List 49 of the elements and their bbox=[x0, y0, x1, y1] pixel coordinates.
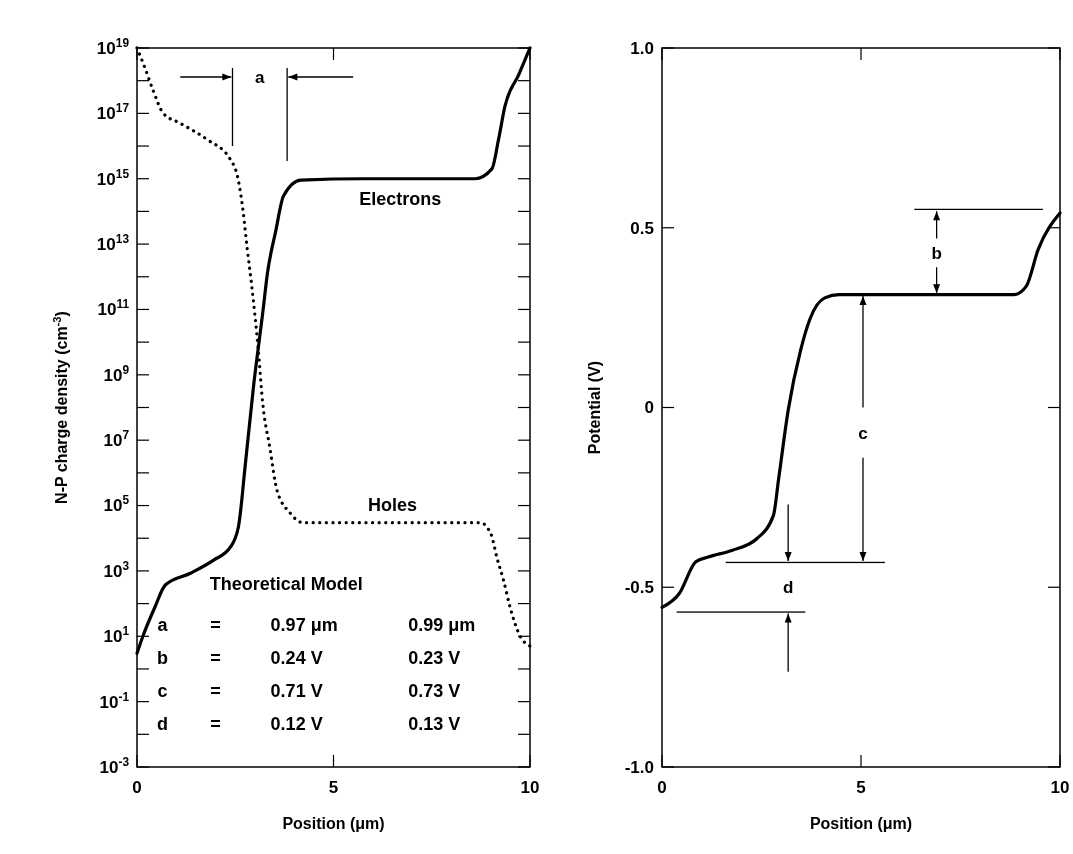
annotation: 0.23 V bbox=[408, 648, 461, 668]
x-tick-label: 10 bbox=[1050, 778, 1070, 797]
x-tick-label: 5 bbox=[856, 778, 866, 797]
annotation: a bbox=[157, 615, 169, 635]
annotation: b bbox=[157, 648, 169, 668]
annotation: c bbox=[157, 681, 168, 701]
annotation: 0.71 V bbox=[270, 681, 323, 701]
annotation: = bbox=[210, 648, 221, 668]
annotation: = bbox=[210, 615, 221, 635]
annotation: d bbox=[157, 714, 169, 734]
y-tick-label: 10$^{-1}$ bbox=[99, 689, 130, 712]
annotation: = bbox=[210, 681, 221, 701]
x-tick-label: 0 bbox=[132, 778, 142, 797]
annotation: 0.99 μm bbox=[408, 615, 476, 635]
x-tick-label: 10 bbox=[520, 778, 540, 797]
y-tick-label: 0.5 bbox=[630, 218, 654, 238]
y-tick-label: 1.0 bbox=[630, 38, 654, 58]
y-tick-label: 10$^{1}$ bbox=[103, 624, 130, 647]
annotation: Theoretical Model bbox=[209, 574, 363, 594]
annotation: = bbox=[210, 714, 221, 734]
y-tick-label: 10$^{5}$ bbox=[103, 493, 130, 516]
series-label: Electrons bbox=[359, 188, 442, 209]
y-tick-label: 10$^{3}$ bbox=[103, 558, 130, 581]
y-tick-label: -1.0 bbox=[624, 757, 654, 777]
y-tick-label: 10$^{7}$ bbox=[103, 428, 130, 451]
y-tick-label: 10$^{13}$ bbox=[96, 232, 130, 255]
y-tick-label: 10$^{17}$ bbox=[96, 101, 130, 124]
annotation: 0.24 V bbox=[270, 648, 323, 668]
annotation: c bbox=[858, 423, 868, 443]
x-axis-title: Position (μm) bbox=[282, 815, 385, 832]
y-tick-label: 10$^{-3}$ bbox=[99, 754, 130, 777]
y-tick-label: 10$^{15}$ bbox=[96, 166, 130, 189]
x-tick-label: 0 bbox=[657, 778, 667, 797]
annotation: 0.13 V bbox=[408, 714, 461, 734]
annotation: a bbox=[254, 68, 265, 87]
y-tick-label: 10$^{11}$ bbox=[97, 297, 130, 320]
y-tick-label: 10$^{19}$ bbox=[96, 35, 130, 58]
annotation: d bbox=[782, 578, 794, 598]
y-tick-label: 0 bbox=[644, 398, 654, 418]
y-tick-label: 10$^{9}$ bbox=[103, 362, 130, 385]
annotation: 0.73 V bbox=[408, 681, 461, 701]
annotation: 0.97 μm bbox=[270, 615, 338, 635]
annotation: b bbox=[931, 243, 942, 263]
y-axis-title: Potential (V) bbox=[586, 360, 603, 455]
annotation: 0.12 V bbox=[270, 714, 323, 734]
x-axis-title: Position (μm) bbox=[809, 815, 913, 832]
x-tick-label: 5 bbox=[328, 778, 339, 797]
y-tick-label: -0.5 bbox=[624, 578, 654, 598]
series-label: Holes bbox=[367, 494, 417, 515]
